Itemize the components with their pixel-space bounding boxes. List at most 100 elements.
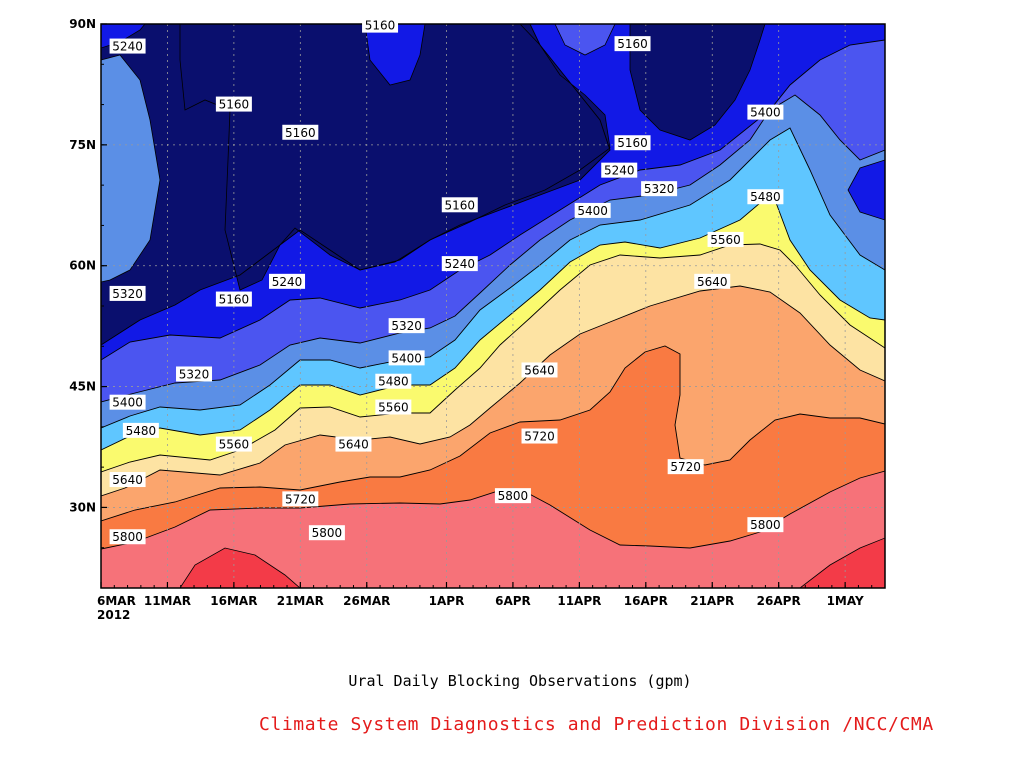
contour-label: 5800: [109, 529, 146, 545]
contour-label: 5240: [269, 273, 306, 289]
contour-label-bg: [308, 525, 345, 541]
y-axis: 30N 45N 60N 75N 90N: [69, 17, 107, 589]
contour-label: 5480: [375, 373, 412, 389]
contour-label: 5320: [109, 285, 146, 301]
contour-label: 5720: [667, 459, 704, 475]
contour-band-core-right: [629, 24, 766, 141]
contour-label-bg: [269, 273, 306, 289]
contour-label-text: 5240: [272, 275, 303, 289]
contour-label-bg: [375, 399, 412, 415]
contour-label-text: 5160: [445, 198, 476, 212]
contour-label: 5560: [375, 399, 412, 415]
contour-line-5400: [101, 127, 885, 429]
contour-label: 5160: [614, 135, 651, 151]
contour-label: 5400: [388, 350, 425, 366]
contour-label: 5160: [441, 197, 478, 213]
contour-label-bg: [441, 256, 478, 272]
contour-label-bg: [667, 459, 704, 475]
contour-label: 5720: [521, 428, 558, 444]
contour-label-text: 5640: [524, 363, 555, 377]
contour-label: 5160: [362, 17, 399, 33]
contour-label-text: 5800: [750, 518, 781, 532]
contour-label-text: 5320: [391, 319, 422, 333]
contour-label: 5800: [308, 525, 345, 541]
contour-label-bg: [215, 291, 252, 307]
contour-label-text: 5480: [378, 375, 409, 389]
contour-label-bg: [388, 318, 425, 334]
y-tick-label: 90N: [69, 17, 96, 31]
x-tick-label: 6MAR: [97, 594, 136, 608]
contour-label-text: 5640: [697, 275, 728, 289]
contour-label-text: 5240: [445, 257, 476, 271]
contour-label: 5480: [747, 189, 784, 205]
contour-band-hot-1: [179, 547, 301, 588]
x-tick-label: 16APR: [624, 594, 668, 608]
contour-label-text: 5400: [391, 351, 422, 365]
contour-label: 5800: [494, 488, 531, 504]
contour-label: 5320: [388, 318, 425, 334]
contour-label-bg: [109, 394, 146, 410]
x-axis: 6MAR 11MAR 16MAR 21MAR 26MAR 1APR 6APR 11APR 16A…: [97, 582, 886, 608]
contour-label-text: 5560: [378, 401, 409, 415]
contour-label-bg: [215, 436, 252, 452]
contour-label-bg: [521, 362, 558, 378]
contour-label: 5240: [441, 256, 478, 272]
contour-band-island-top: [364, 24, 426, 86]
x-tick-label: 6APR: [495, 594, 531, 608]
contour-label-bg: [176, 366, 213, 382]
contour-label-text: 5480: [126, 424, 157, 438]
contour-label-bg: [441, 197, 478, 213]
contour-label-text: 5160: [285, 126, 316, 140]
contour-label: 5160: [282, 124, 319, 140]
contour-band-hot-2: [799, 537, 885, 588]
contour-line-5320: [101, 94, 885, 403]
x-tick-label: 21MAR: [277, 594, 324, 608]
contour-label-bg: [282, 491, 319, 507]
contour-label: 5480: [122, 422, 159, 438]
contour-label-bg: [521, 428, 558, 444]
contour-label-bg: [601, 162, 638, 178]
contour-label-bg: [109, 529, 146, 545]
contour-label-text: 5320: [112, 287, 143, 301]
x-tick-label: 1APR: [429, 594, 465, 608]
contour-label-bg: [707, 231, 744, 247]
contour-label-text: 5400: [112, 396, 143, 410]
contour-label-text: 5160: [219, 293, 250, 307]
contour-label-text: 5560: [710, 233, 741, 247]
contour-label-bg: [109, 472, 146, 488]
contour-label: 5560: [215, 436, 252, 452]
contour-label: 5320: [641, 181, 678, 197]
contour-label-text: 5160: [219, 98, 250, 112]
contour-line-5160: [101, 24, 611, 346]
contour-label-text: 5160: [365, 19, 396, 33]
contour-label-bg: [215, 96, 252, 112]
contour-label-text: 5800: [112, 530, 143, 544]
contour-label-bg: [109, 38, 146, 54]
contour-label-text: 5560: [219, 438, 250, 452]
contour-label: 5640: [521, 362, 558, 378]
contour-label: 5400: [109, 394, 146, 410]
contour-line-5640: [101, 285, 885, 497]
y-tick-label: 60N: [69, 259, 96, 273]
contour-label-bg: [614, 36, 651, 52]
y-tick-label: 45N: [69, 380, 96, 394]
credit-line: Climate System Diagnostics and Predictio…: [259, 714, 934, 735]
x-tick-label: 11APR: [557, 594, 601, 608]
x-tick-label: 11MAR: [144, 594, 191, 608]
contour-lines: [101, 24, 885, 550]
contour-label-bg: [282, 124, 319, 140]
contour-label-text: 5240: [112, 40, 143, 54]
contour-label-text: 5160: [617, 37, 648, 51]
contour-label-text: 5480: [750, 190, 781, 204]
contour-label-text: 5720: [285, 492, 316, 506]
contour-label: 5160: [215, 96, 252, 112]
contour-label: 5160: [614, 36, 651, 52]
y-tick-label: 75N: [69, 138, 96, 152]
contour-label-text: 5400: [577, 204, 608, 218]
contour-label-text: 5640: [112, 473, 143, 487]
contour-label-text: 5800: [498, 489, 529, 503]
contour-label-text: 5800: [312, 526, 343, 540]
contour-label-bg: [574, 202, 611, 218]
contour-label-bg: [494, 488, 531, 504]
chart-title: Ural Daily Blocking Observations (gpm): [348, 672, 692, 690]
